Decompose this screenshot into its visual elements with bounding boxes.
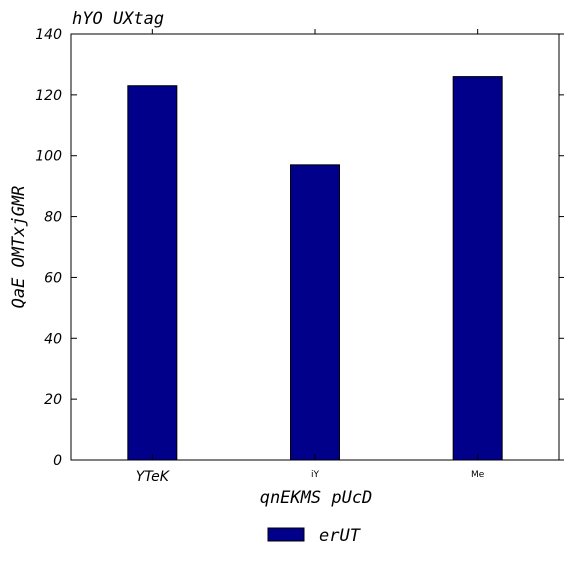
y-tick-label: 100 — [35, 149, 62, 165]
x-axis: YTeK iY Me — [136, 29, 485, 485]
y-tick-label: 140 — [35, 27, 62, 43]
x-tick-label: YTeK — [136, 469, 171, 485]
x-tick-label: Me — [471, 470, 485, 480]
y-axis-label: QaE OMTxjGMR — [9, 186, 29, 309]
legend-swatch — [267, 527, 305, 542]
y-tick-label: 60 — [44, 270, 62, 286]
chart-title: hYO UXtag — [72, 9, 164, 29]
x-axis-label: qnEKMS pUcD — [260, 488, 373, 508]
bars-group — [127, 76, 503, 461]
legend: erUT — [267, 526, 362, 546]
bar-ytek — [127, 85, 178, 461]
y-tick-label: 80 — [44, 210, 62, 226]
y-tick-label: 40 — [44, 331, 62, 347]
y-tick-label: 120 — [35, 88, 62, 104]
bar-me — [452, 76, 503, 461]
y-axis: 0 20 40 60 80 100 120 140 — [35, 27, 564, 469]
x-tick-label: iY — [311, 470, 320, 480]
legend-label: erUT — [319, 526, 362, 546]
y-tick-label: 20 — [44, 392, 62, 408]
bar-iy — [290, 164, 340, 461]
y-tick-label: 0 — [53, 453, 62, 469]
